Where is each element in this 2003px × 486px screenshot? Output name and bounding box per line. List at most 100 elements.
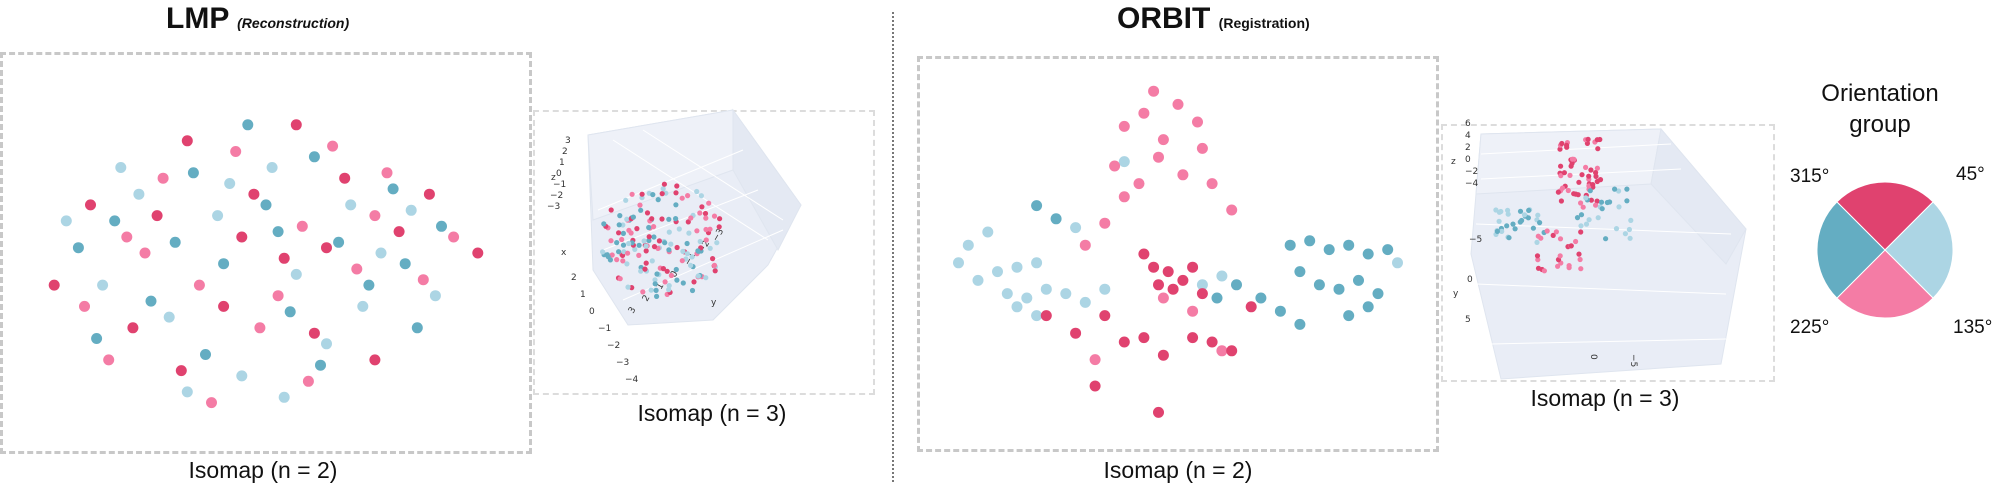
point-1-10 — [1060, 288, 1072, 300]
orbit-point-102 — [1578, 266, 1584, 272]
orbit-title-sub: (Registration) — [1218, 15, 1310, 31]
point-2-3 — [193, 279, 205, 291]
lmp-point-143 — [616, 230, 622, 236]
orbit-right-pane — [1650, 127, 1747, 265]
orbit-point-105 — [1557, 253, 1563, 259]
point-1-4 — [212, 210, 224, 222]
orbit-point-42 — [1593, 202, 1599, 208]
point-1-17 — [1216, 270, 1228, 282]
orbit-point-101 — [1541, 268, 1547, 274]
point-0-12 — [411, 322, 423, 334]
point-3-19 — [1153, 406, 1164, 418]
point-0-4 — [1362, 248, 1374, 260]
orbit-point-32 — [1569, 160, 1575, 166]
point-2-18 — [1216, 345, 1228, 357]
lmp-point-125 — [666, 283, 672, 289]
lmp-2d-caption: Isomap (n = 2) — [188, 457, 338, 483]
lmp-point-86 — [608, 238, 614, 244]
point-2-8 — [1133, 178, 1145, 190]
point-1-5 — [236, 370, 248, 382]
orbit-grid-4 — [1490, 338, 1727, 345]
orbit-y-label: y — [1453, 289, 1459, 299]
point-1-3 — [1011, 261, 1023, 273]
lmp-point-92 — [638, 207, 644, 213]
lmp-point-108 — [673, 216, 679, 222]
point-1-11 — [405, 204, 417, 216]
orbit-point-81 — [1521, 212, 1528, 218]
orbit-point-74 — [1517, 219, 1523, 225]
point-3-0 — [1148, 261, 1160, 273]
orbit-point-49 — [1558, 163, 1564, 169]
lmp-point-11 — [717, 216, 723, 222]
point-0-2 — [1323, 244, 1335, 256]
lmp-point-168 — [662, 240, 668, 246]
orbit-point-132 — [1628, 217, 1634, 223]
lmp-x-ticks-4: −2 — [607, 341, 620, 351]
orbit-point-125 — [1574, 215, 1581, 221]
lmp-point-40 — [651, 234, 657, 240]
legend-title: Orientation group — [1821, 80, 1939, 139]
point-1-12 — [181, 386, 193, 398]
point-0-15 — [1362, 301, 1374, 313]
lmp-point-128 — [673, 202, 679, 208]
point-0-3 — [1343, 239, 1355, 251]
orbit-z-label: z — [1451, 157, 1456, 167]
point-0-5 — [242, 119, 254, 131]
point-0-6 — [1294, 266, 1306, 278]
point-3-15 — [1245, 301, 1257, 313]
orbit-2d-panel — [917, 56, 1439, 452]
orbit-point-52 — [1594, 137, 1600, 143]
lmp-point-26 — [679, 258, 685, 264]
point-2-12 — [1118, 191, 1130, 203]
lmp-point-154 — [679, 195, 685, 201]
point-0-18 — [1231, 279, 1242, 291]
lmp-point-93 — [660, 186, 666, 192]
point-0-13 — [1294, 318, 1306, 330]
lmp-point-52 — [684, 240, 690, 247]
point-0-7 — [1313, 279, 1325, 291]
orbit-point-111 — [1624, 186, 1630, 192]
point-1-5 — [962, 239, 974, 251]
point-2-5 — [254, 322, 266, 334]
point-2-7 — [1196, 142, 1208, 154]
point-2-13 — [206, 397, 217, 409]
orbit-title-main: ORBIT — [1117, 2, 1211, 35]
point-3-14 — [1226, 345, 1238, 357]
point-3-10 — [1138, 332, 1150, 344]
point-1-9 — [345, 199, 357, 211]
point-2-8 — [351, 263, 363, 275]
lmp-point-82 — [637, 202, 643, 208]
point-0-5 — [1382, 244, 1394, 256]
point-0-2 — [145, 295, 157, 307]
lmp-point-64 — [666, 216, 672, 222]
point-2-11 — [448, 231, 460, 243]
point-3-4 — [1167, 283, 1179, 295]
orbit-point-103 — [1550, 232, 1556, 238]
point-2-9 — [1109, 160, 1121, 172]
lmp-point-99 — [649, 216, 655, 222]
point-0-11 — [1255, 292, 1267, 304]
lmp-point-138 — [707, 226, 713, 232]
point-3-8 — [308, 327, 320, 339]
point-3-16 — [1040, 310, 1052, 322]
point-3-6 — [248, 188, 260, 200]
lmp-point-0 — [614, 240, 620, 246]
lmp-grid-1 — [642, 129, 784, 221]
lmp-point-118 — [636, 252, 642, 258]
lmp-point-162 — [703, 237, 709, 243]
point-0-6 — [260, 199, 272, 211]
point-1-13 — [1070, 222, 1082, 234]
orbit-z-ticks-3: 0 — [1465, 155, 1471, 165]
lmp-x-label: x — [561, 248, 567, 258]
orbit-point-41 — [1585, 136, 1591, 142]
orbit-point-55 — [1534, 239, 1540, 245]
point-2-3 — [1172, 98, 1184, 110]
point-1-1 — [97, 279, 109, 291]
lmp-point-57 — [668, 241, 674, 247]
point-0-13 — [436, 220, 447, 232]
point-2-0 — [1118, 120, 1130, 132]
point-3-6 — [1138, 248, 1150, 260]
lmp-point-132 — [654, 271, 660, 277]
point-1-7 — [290, 268, 302, 280]
point-1-19 — [1118, 156, 1130, 168]
